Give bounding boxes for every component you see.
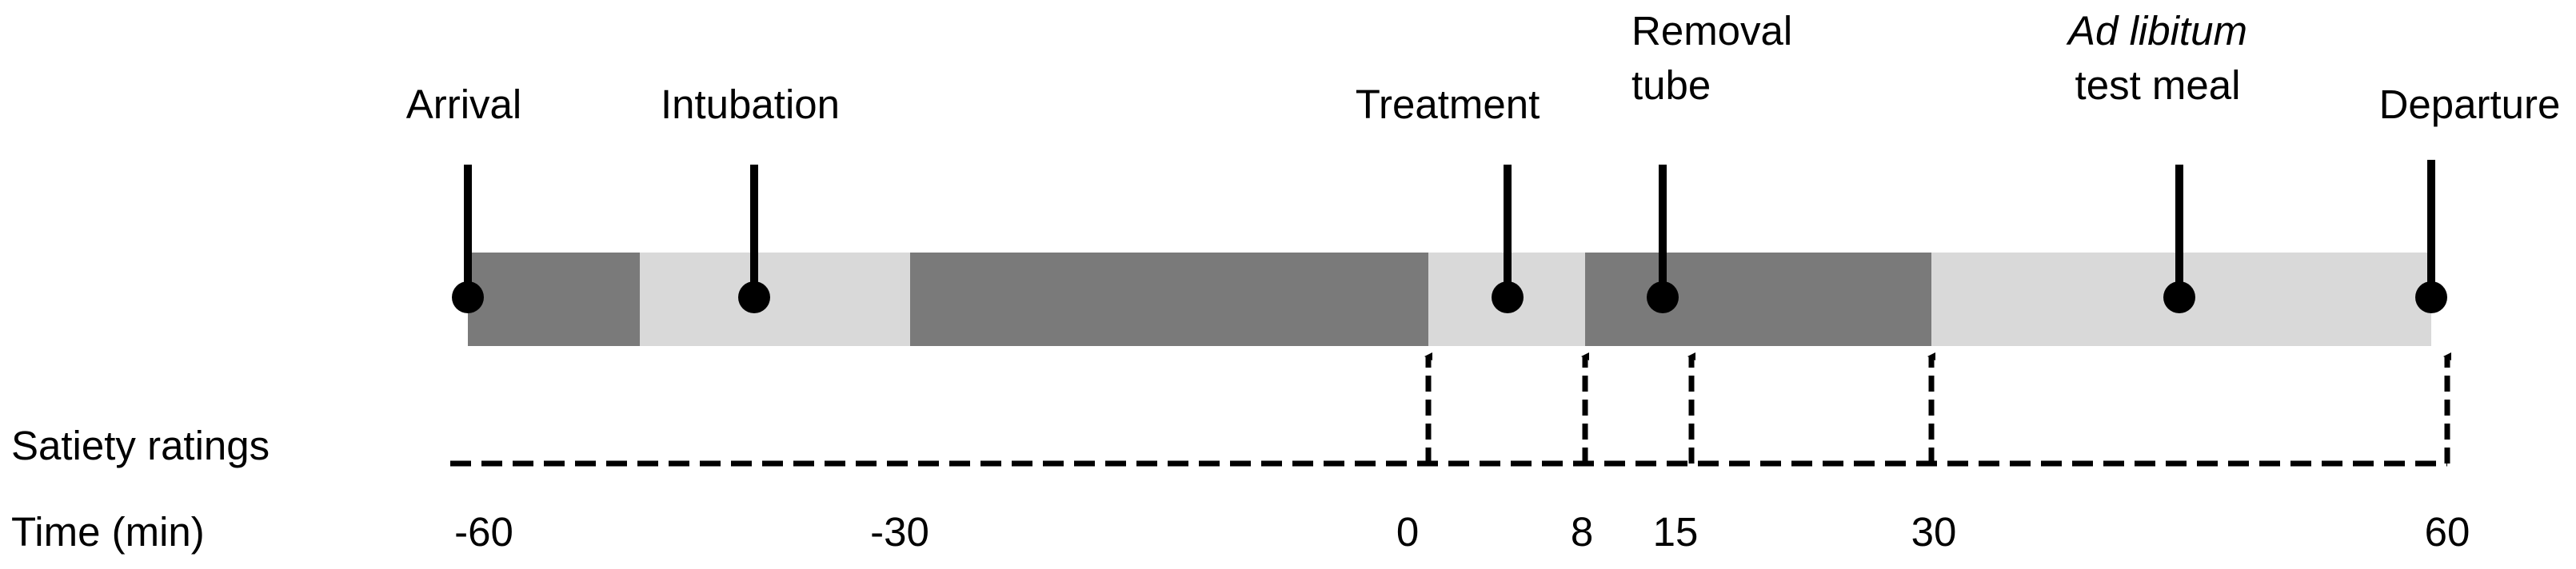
tick-60: 60 [2425, 509, 2470, 555]
segment-dark-2 [910, 253, 1428, 346]
segment-dark-3 [1585, 253, 1931, 346]
event-pins [452, 160, 2447, 313]
tick-0: 0 [1396, 509, 1419, 555]
time-axis-ticks: -60 -30 0 8 15 30 60 [454, 509, 2470, 555]
tick-30: 30 [1911, 509, 1957, 555]
satiety-ratings-label: Satiety ratings [11, 423, 270, 468]
label-departure: Departure [2379, 82, 2561, 127]
pin-ad-libitum [2163, 165, 2195, 313]
label-tube: tube [1631, 62, 1711, 108]
pin-arrival [452, 165, 484, 313]
tick-minus-60: -60 [454, 509, 513, 555]
segment-dark-1 [468, 253, 640, 346]
label-removal: Removal [1631, 8, 1792, 54]
label-arrival: Arrival [406, 82, 522, 127]
tick-minus-30: -30 [870, 509, 929, 555]
pin-departure [2415, 160, 2447, 313]
label-test-meal: test meal [2075, 62, 2241, 108]
event-labels: Arrival Intubation Treatment Removal tub… [406, 8, 2561, 127]
tick-15: 15 [1653, 509, 1699, 555]
label-treatment: Treatment [1356, 82, 1540, 127]
tick-8: 8 [1571, 509, 1593, 555]
pin-treatment [1492, 165, 1524, 313]
pin-intubation [738, 165, 770, 313]
satiety-ratings-track [450, 352, 2451, 467]
label-ad-libitum: Ad libitum [2066, 8, 2247, 54]
pin-removal-tube [1647, 165, 1679, 313]
label-intubation: Intubation [661, 82, 840, 127]
segment-light-1 [640, 253, 910, 346]
time-axis-label: Time (min) [11, 509, 205, 555]
